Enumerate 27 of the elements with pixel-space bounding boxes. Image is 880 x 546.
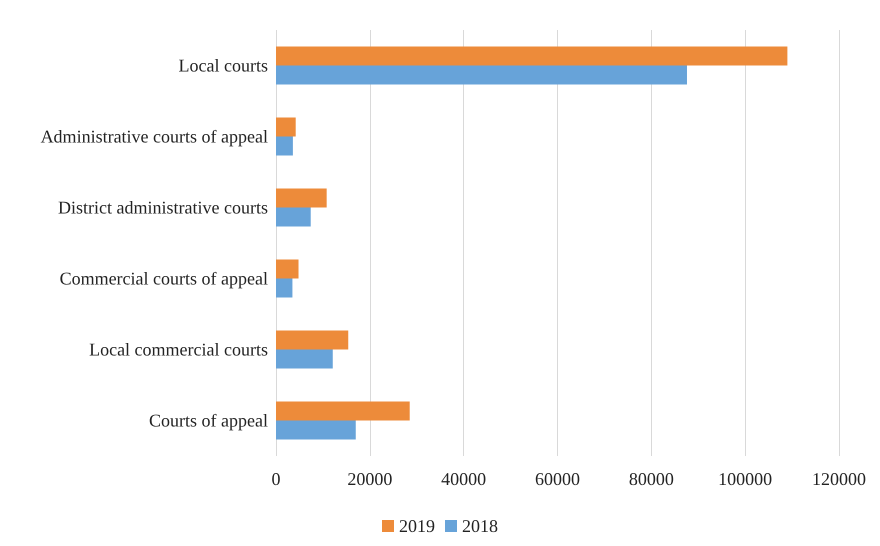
bar xyxy=(276,136,293,156)
bar xyxy=(276,278,292,298)
x-tick-label: 120000 xyxy=(812,469,866,489)
bar xyxy=(276,420,356,440)
y-tick-label: Local commercial courts xyxy=(89,340,268,360)
y-tick-label: Commercial courts of appeal xyxy=(60,268,268,288)
legend-label: 2018 xyxy=(462,516,498,536)
bar xyxy=(276,118,296,136)
x-tick-label: 80000 xyxy=(628,469,674,489)
bar xyxy=(276,188,327,208)
x-tick-label: 100000 xyxy=(718,469,772,489)
x-tick-label: 0 xyxy=(272,469,280,489)
bar xyxy=(276,208,311,226)
x-tick-label: 20000 xyxy=(347,469,392,489)
y-tick-label: Local courts xyxy=(178,56,268,76)
bar xyxy=(276,350,333,368)
x-tick-label: 40000 xyxy=(441,469,486,489)
y-tick-label: Administrative courts of appeal xyxy=(40,126,268,146)
bar xyxy=(276,330,348,350)
x-tick-label: 60000 xyxy=(535,469,580,489)
y-tick-label: District administrative courts xyxy=(58,198,268,218)
legend-label: 2019 xyxy=(399,516,435,536)
bar xyxy=(276,46,788,66)
y-tick-label: Courts of appeal xyxy=(149,410,268,430)
bar xyxy=(276,260,299,278)
bar xyxy=(276,402,410,420)
bar xyxy=(276,66,687,84)
